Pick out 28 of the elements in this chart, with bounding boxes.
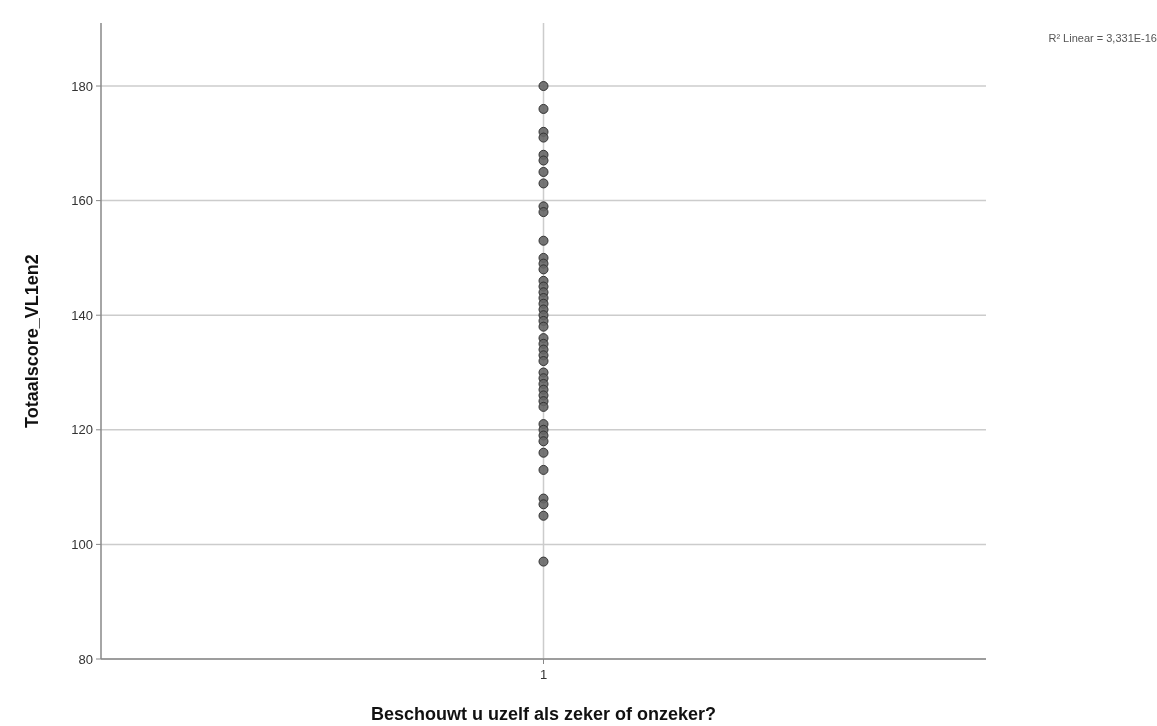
y-tick-label: 80 [78,651,93,667]
y-axis-title: Totaalscore_VL1en2 [22,254,42,428]
point [538,207,549,218]
x-tick-label: 1 [539,667,548,682]
y-tick-label: 160 [71,193,93,209]
point [538,510,549,521]
point [538,235,549,246]
point [538,155,549,166]
point [538,464,549,475]
point [538,499,549,510]
point [538,447,549,458]
point [538,264,549,275]
text: R² Linear = 3,331E-16 [1048,32,1157,44]
point [538,178,549,189]
point [538,401,549,412]
y-tick-label: 180 [71,78,93,94]
x-axis-title: Beschouwt u uzelf als zeker of onzeker? [370,704,717,724]
point [538,556,549,567]
y-tick-label: 120 [71,422,93,438]
y-tick-label: 140 [71,307,93,323]
point [538,166,549,177]
point [538,132,549,143]
point [538,356,549,367]
point [538,321,549,332]
point [538,81,549,92]
y-tick-label: 100 [71,536,93,552]
point [538,436,549,447]
point [538,103,549,114]
